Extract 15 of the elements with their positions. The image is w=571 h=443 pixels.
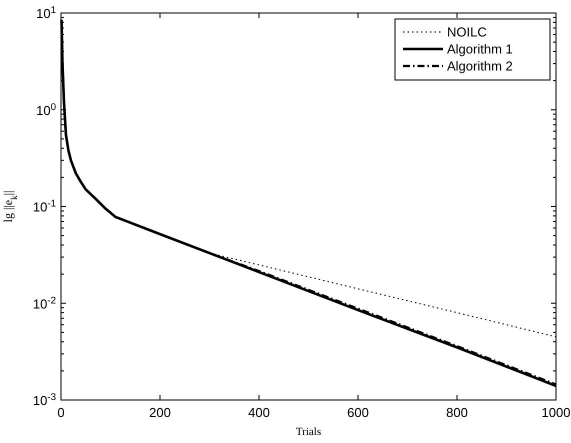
y-tick-label: 10$^{-3}$ (32, 392, 56, 408)
x-tick-label: 200 (149, 405, 171, 420)
y-tick-label: 10$^{-1}$ (32, 198, 56, 214)
x-tick-label: 0 (57, 405, 65, 420)
y-tick-label: 10$^{0}$ (36, 101, 57, 118)
legend-label: Algorithm 2 (447, 58, 513, 74)
y-tick-label: 10$^{1}$ (36, 4, 56, 21)
y-tick-label: 10$^{-2}$ (32, 294, 56, 312)
legend-label: Algorithm 1 (447, 42, 513, 56)
x-tick-label: 600 (347, 405, 369, 420)
x-tick-label: 800 (446, 405, 468, 420)
legend-label: NOILC (447, 24, 487, 40)
x-tick-label: 400 (248, 405, 270, 420)
x-tick-label: 1000 (542, 405, 570, 420)
x-axis-title: Trials (296, 426, 322, 438)
